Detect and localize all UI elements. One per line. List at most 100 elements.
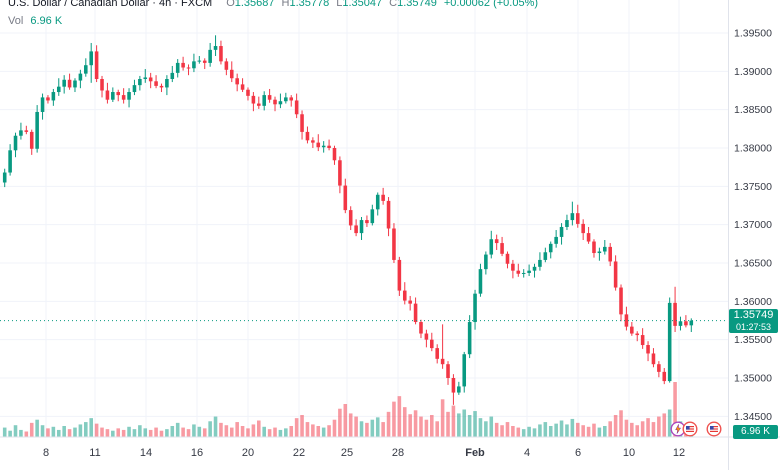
candle-body[interactable] [143,77,148,79]
candle-body[interactable] [159,85,164,88]
volume-bar[interactable] [229,427,234,437]
volume-bar[interactable] [375,417,380,437]
candle-body[interactable] [2,172,7,183]
candle-body[interactable] [84,65,88,74]
candle-body[interactable] [116,92,121,96]
volume-bar[interactable] [365,422,369,437]
candle-body[interactable] [46,97,50,101]
volume-bar[interactable] [89,418,93,437]
candle-body[interactable] [630,326,634,334]
candle-body[interactable] [208,49,212,63]
candle-body[interactable] [246,89,250,96]
candle-body[interactable] [251,95,256,104]
volume-bar[interactable] [489,416,494,437]
candle-body[interactable] [273,99,277,105]
candle-body[interactable] [338,160,342,186]
volume-bar[interactable] [316,426,321,437]
candle-body[interactable] [127,92,131,100]
candle-body[interactable] [278,101,283,105]
candle-body[interactable] [354,225,358,234]
volume-bar[interactable] [413,410,418,437]
volume-bar[interactable] [640,421,645,437]
volume-bar[interactable] [148,429,153,437]
candle-body[interactable] [24,130,29,132]
candle-body[interactable] [624,314,629,327]
volume-bar[interactable] [511,426,515,437]
volume-bar[interactable] [354,416,358,437]
candle-body[interactable] [413,303,418,323]
volume-bar[interactable] [84,422,88,437]
candle-body[interactable] [197,60,202,62]
volume-bar[interactable] [635,425,640,437]
volume-bar[interactable] [73,427,77,437]
volume-bar[interactable] [608,421,612,437]
volume-bar[interactable] [430,415,434,437]
volume-bar[interactable] [246,428,250,437]
candle-body[interactable] [592,241,596,254]
candle-body[interactable] [94,51,99,79]
candle-body[interactable] [603,246,607,252]
candle-body[interactable] [105,90,110,100]
candle-body[interactable] [516,270,521,274]
candle-body[interactable] [170,72,175,79]
time-axis-panel[interactable] [0,437,729,470]
volume-bar[interactable] [338,408,342,437]
candle-body[interactable] [402,290,407,301]
volume-bar[interactable] [175,422,180,437]
volume-bar[interactable] [570,418,575,437]
candle-body[interactable] [554,236,558,244]
candle-body[interactable] [543,252,548,260]
volume-bar[interactable] [613,415,618,437]
volume-bar[interactable] [197,426,202,437]
volume-bar[interactable] [348,413,353,437]
volume-bar[interactable] [62,426,66,437]
volume-bar[interactable] [673,382,677,437]
candle-body[interactable] [370,209,375,224]
candle-body[interactable] [294,100,299,115]
candle-body[interactable] [284,97,288,102]
candle-body[interactable] [489,239,494,255]
candle-body[interactable] [375,194,380,210]
candle-body[interactable] [165,79,169,88]
volume-bar[interactable] [186,429,191,437]
candle-body[interactable] [608,246,612,262]
candle-body[interactable] [581,223,585,234]
candle-body[interactable] [300,114,304,132]
candle-body[interactable] [175,62,180,73]
volume-bar[interactable] [667,409,672,438]
volume-bar[interactable] [419,416,423,437]
candle-body[interactable] [678,321,683,326]
candle-body[interactable] [575,213,580,224]
candle-body[interactable] [532,266,537,271]
volume-bar[interactable] [543,422,548,437]
volume-bar[interactable] [457,413,461,437]
volume-bar[interactable] [575,422,580,437]
candle-body[interactable] [348,210,353,226]
volume-bar[interactable] [294,418,299,437]
candle-body[interactable] [224,61,229,70]
volume-bar[interactable] [154,427,158,437]
volume-bar[interactable] [603,426,607,437]
volume-bar[interactable] [116,428,121,437]
volume-bar[interactable] [619,410,623,437]
volume-bar[interactable] [494,422,499,437]
volume-bar[interactable] [538,424,542,437]
candle-body[interactable] [327,145,331,148]
volume-bar[interactable] [527,426,531,437]
candle-body[interactable] [559,226,564,237]
candle-body[interactable] [440,358,445,365]
volume-bar[interactable] [121,429,126,437]
volume-bar[interactable] [467,415,472,437]
volume-bar[interactable] [56,429,61,437]
candle-body[interactable] [305,131,310,141]
candle-body[interactable] [619,287,623,315]
candle-body[interactable] [484,254,488,270]
candle-body[interactable] [35,111,39,149]
candle-body[interactable] [565,220,569,227]
candle-body[interactable] [527,270,531,273]
volume-bar[interactable] [273,427,277,437]
candle-body[interactable] [446,364,450,378]
volume-bar[interactable] [424,419,429,437]
